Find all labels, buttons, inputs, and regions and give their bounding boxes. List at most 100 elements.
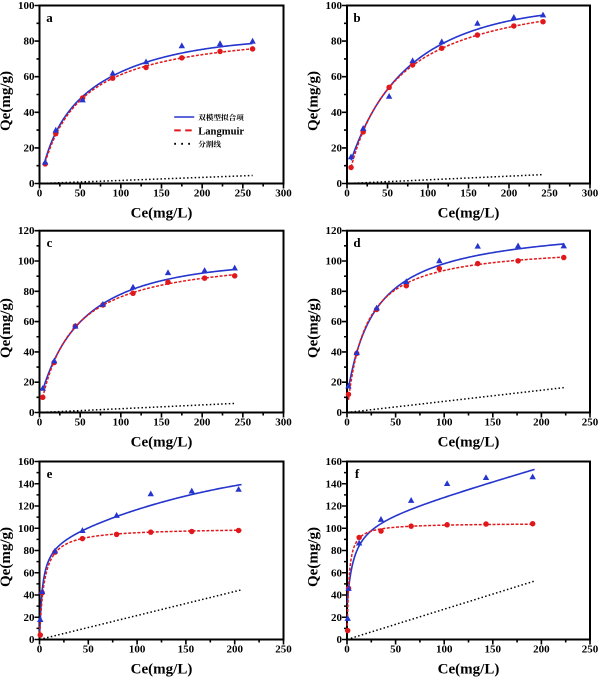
svg-text:20: 20	[24, 142, 36, 154]
svg-text:40: 40	[331, 346, 343, 358]
svg-text:100: 100	[436, 644, 453, 656]
svg-text:Qe(mg/g): Qe(mg/g)	[0, 298, 14, 358]
svg-text:200: 200	[226, 644, 243, 656]
svg-text:0: 0	[344, 188, 350, 200]
svg-text:140: 140	[18, 478, 35, 490]
svg-text:200: 200	[533, 417, 550, 429]
svg-text:100: 100	[18, 256, 35, 268]
svg-text:20: 20	[331, 142, 343, 154]
svg-text:100: 100	[18, 523, 35, 535]
svg-text:0: 0	[337, 178, 343, 190]
svg-text:60: 60	[331, 71, 343, 83]
svg-text:80: 80	[331, 545, 343, 557]
svg-text:50: 50	[390, 644, 402, 656]
svg-text:0: 0	[29, 634, 35, 646]
svg-text:20: 20	[331, 377, 343, 389]
svg-text:250: 250	[582, 644, 599, 656]
svg-text:Ce(mg/L): Ce(mg/L)	[438, 435, 500, 451]
svg-text:0: 0	[344, 417, 350, 429]
svg-text:150: 150	[153, 188, 170, 200]
svg-text:f: f	[355, 466, 360, 481]
svg-text:0: 0	[337, 634, 343, 646]
svg-text:40: 40	[331, 590, 343, 602]
svg-text:100: 100	[326, 0, 343, 12]
svg-text:b: b	[353, 10, 360, 25]
svg-text:Ce(mg/L): Ce(mg/L)	[438, 662, 500, 678]
svg-text:200: 200	[194, 417, 211, 429]
svg-text:160: 160	[18, 456, 35, 468]
svg-text:150: 150	[178, 644, 195, 656]
svg-text:300: 300	[275, 417, 292, 429]
svg-text:Ce(mg/L): Ce(mg/L)	[438, 206, 500, 222]
svg-text:120: 120	[18, 225, 35, 237]
svg-text:150: 150	[485, 644, 502, 656]
svg-text:250: 250	[582, 417, 599, 429]
svg-text:Ce(mg/L): Ce(mg/L)	[131, 206, 193, 222]
svg-text:100: 100	[326, 523, 343, 535]
svg-text:140: 140	[326, 478, 343, 490]
svg-text:40: 40	[24, 590, 36, 602]
svg-text:Qe(mg/g): Qe(mg/g)	[0, 71, 14, 131]
svg-text:50: 50	[75, 417, 87, 429]
svg-text:Langmuir: Langmuir	[198, 126, 244, 137]
svg-text:0: 0	[37, 417, 43, 429]
svg-text:200: 200	[194, 188, 211, 200]
svg-text:200: 200	[501, 188, 518, 200]
svg-text:100: 100	[326, 256, 343, 268]
svg-text:Qe(mg/g): Qe(mg/g)	[306, 527, 322, 587]
svg-text:120: 120	[326, 501, 343, 513]
svg-text:250: 250	[541, 188, 558, 200]
svg-text:0: 0	[37, 644, 43, 656]
svg-text:80: 80	[24, 36, 36, 48]
svg-text:0: 0	[344, 644, 350, 656]
svg-text:100: 100	[420, 188, 437, 200]
svg-text:120: 120	[326, 225, 343, 237]
svg-text:100: 100	[113, 188, 130, 200]
svg-text:60: 60	[24, 316, 36, 328]
svg-text:40: 40	[24, 107, 36, 119]
svg-text:Qe(mg/g): Qe(mg/g)	[0, 527, 14, 587]
svg-text:0: 0	[29, 407, 35, 419]
svg-text:100: 100	[436, 417, 453, 429]
svg-text:200: 200	[533, 644, 550, 656]
svg-text:0: 0	[337, 407, 343, 419]
svg-text:a: a	[46, 10, 53, 25]
svg-text:c: c	[47, 235, 53, 250]
svg-text:100: 100	[113, 417, 130, 429]
svg-text:60: 60	[24, 71, 36, 83]
svg-text:Ce(mg/L): Ce(mg/L)	[131, 662, 193, 678]
svg-text:150: 150	[460, 188, 477, 200]
svg-text:80: 80	[331, 36, 343, 48]
svg-text:50: 50	[382, 188, 394, 200]
svg-text:300: 300	[582, 188, 599, 200]
svg-text:20: 20	[331, 612, 343, 624]
svg-text:Qe(mg/g): Qe(mg/g)	[306, 298, 322, 358]
svg-text:50: 50	[75, 188, 87, 200]
svg-text:160: 160	[326, 456, 343, 468]
svg-text:20: 20	[24, 377, 36, 389]
svg-text:Ce(mg/L): Ce(mg/L)	[131, 435, 193, 451]
svg-text:250: 250	[275, 644, 292, 656]
svg-text:Qe(mg/g): Qe(mg/g)	[306, 71, 322, 131]
svg-text:100: 100	[18, 0, 35, 12]
svg-text:e: e	[47, 466, 53, 481]
svg-text:120: 120	[18, 501, 35, 513]
svg-text:40: 40	[24, 346, 36, 358]
svg-text:80: 80	[24, 545, 36, 557]
svg-text:80: 80	[24, 286, 36, 298]
svg-text:80: 80	[331, 286, 343, 298]
svg-text:250: 250	[235, 188, 252, 200]
svg-text:60: 60	[24, 567, 36, 579]
svg-text:0: 0	[29, 178, 35, 190]
svg-text:50: 50	[83, 644, 95, 656]
svg-text:60: 60	[331, 316, 343, 328]
svg-text:100: 100	[129, 644, 146, 656]
svg-text:60: 60	[331, 567, 343, 579]
svg-text:40: 40	[331, 107, 343, 119]
svg-text:d: d	[353, 235, 361, 250]
svg-text:150: 150	[485, 417, 502, 429]
svg-text:20: 20	[24, 612, 36, 624]
svg-text:250: 250	[235, 417, 252, 429]
svg-text:300: 300	[275, 188, 292, 200]
svg-text:150: 150	[153, 417, 170, 429]
